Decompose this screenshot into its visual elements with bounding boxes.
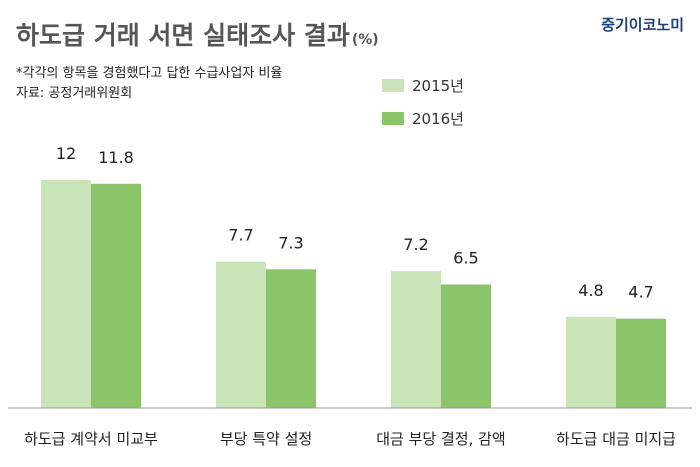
note-source: 자료: 공정거래위원회 (16, 86, 132, 101)
bar-2016-2 (441, 284, 491, 408)
chart-unit: (%) (352, 32, 379, 48)
value-label-2016-1: 7.3 (278, 233, 303, 252)
bars-group (41, 180, 666, 408)
bar-2015-3 (566, 316, 616, 408)
value-label-2016-3: 4.7 (628, 283, 653, 302)
category-label-1: 부당 특약 설정 (220, 430, 312, 448)
category-label-3: 하도급 대금 미지급 (556, 430, 676, 448)
bar-2016-0 (91, 183, 141, 408)
value-label-2015-3: 4.8 (578, 281, 603, 300)
value-label-2015-0: 12 (56, 144, 76, 163)
chart-title: 하도급 거래 서면 실태조사 결과 (%) (16, 21, 379, 50)
brand-logo-text: 중기이코노미 (601, 16, 684, 34)
legend-swatch-2016 (382, 112, 404, 125)
value-label-2016-2: 6.5 (453, 249, 478, 268)
legend-swatch-2015 (382, 79, 404, 92)
value-label-2016-0: 11.8 (98, 148, 134, 167)
bar-2015-0 (41, 180, 91, 408)
value-label-2015-1: 7.7 (228, 226, 253, 245)
bar-2015-1 (216, 261, 266, 408)
value-labels-group: 12 11.8 7.7 7.3 7.2 6.5 4.8 4.7 (56, 144, 654, 302)
note-survey-basis: *각각의 항목을 경험했다고 답한 수급사업자 비율 (16, 65, 282, 81)
bar-2016-1 (266, 269, 316, 408)
legend-label-2016: 2016년 (412, 110, 464, 128)
value-label-2015-2: 7.2 (403, 235, 428, 254)
bar-2015-2 (391, 271, 441, 408)
legend-label-2015: 2015년 (412, 77, 464, 95)
category-labels-group: 하도급 계약서 미교부 부당 특약 설정 대금 부당 결정, 감액 하도급 대금 미지… (24, 430, 676, 448)
bar-2016-3 (616, 318, 666, 408)
category-label-0: 하도급 계약서 미교부 (24, 430, 158, 448)
category-label-2: 대금 부당 결정, 감액 (376, 430, 505, 448)
